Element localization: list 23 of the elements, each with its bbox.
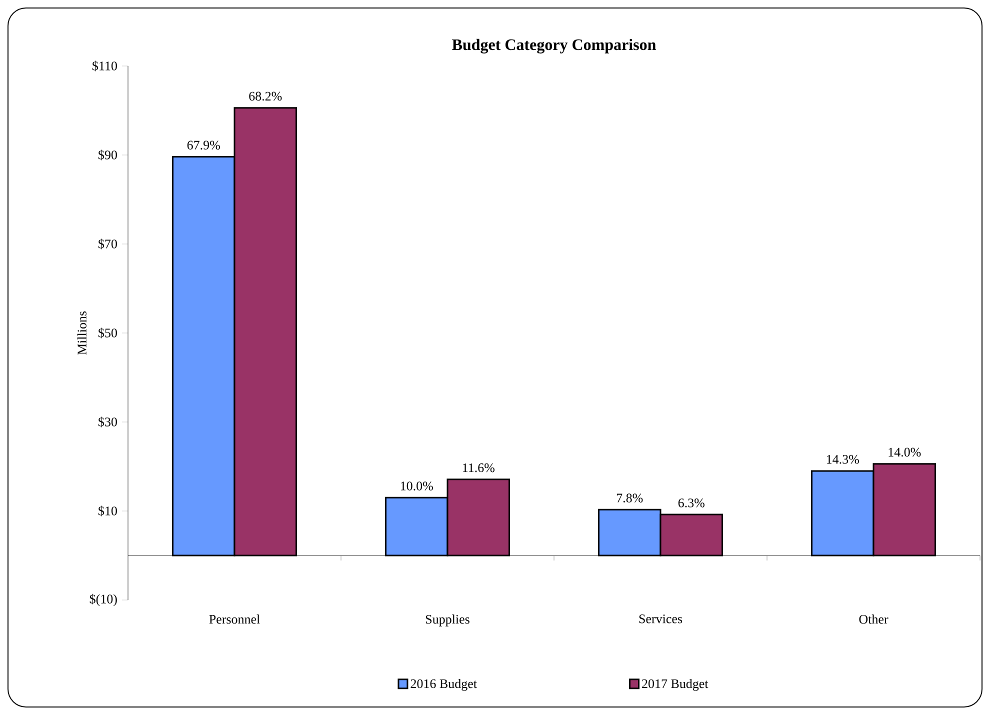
legend-label: 2017 Budget [642,678,708,691]
annotation: 10.0% [400,482,433,490]
legend-label: 2016 Budget [410,678,477,691]
annotation: 6.3% [678,498,704,508]
y-tick-label: $50 [98,328,117,338]
y-tick-label: $(10) [90,594,117,606]
y-tick-label: $70 [98,238,117,250]
x-tick-label: Other [859,614,888,624]
x-tick-label: Services [639,614,682,624]
annotation: 14.0% [888,448,921,457]
x-tick-label: Personnel [209,614,260,624]
annotation: 11.6% [462,463,494,472]
annotation: 14.3% [826,454,859,464]
y-tick-label: $30 [98,416,117,428]
chart-title: Budget Category Comparison [452,38,656,54]
annotation: 67.9% [187,140,220,150]
y-tick-label: $110 [92,60,117,72]
y-tick-label: $10 [98,506,117,516]
y-axis-title: Millions [77,311,86,355]
annotation: 68.2% [249,92,282,101]
x-tick-label: Supplies [426,614,470,626]
annotation: 7.8% [616,494,643,502]
y-tick-label: $90 [98,150,117,160]
